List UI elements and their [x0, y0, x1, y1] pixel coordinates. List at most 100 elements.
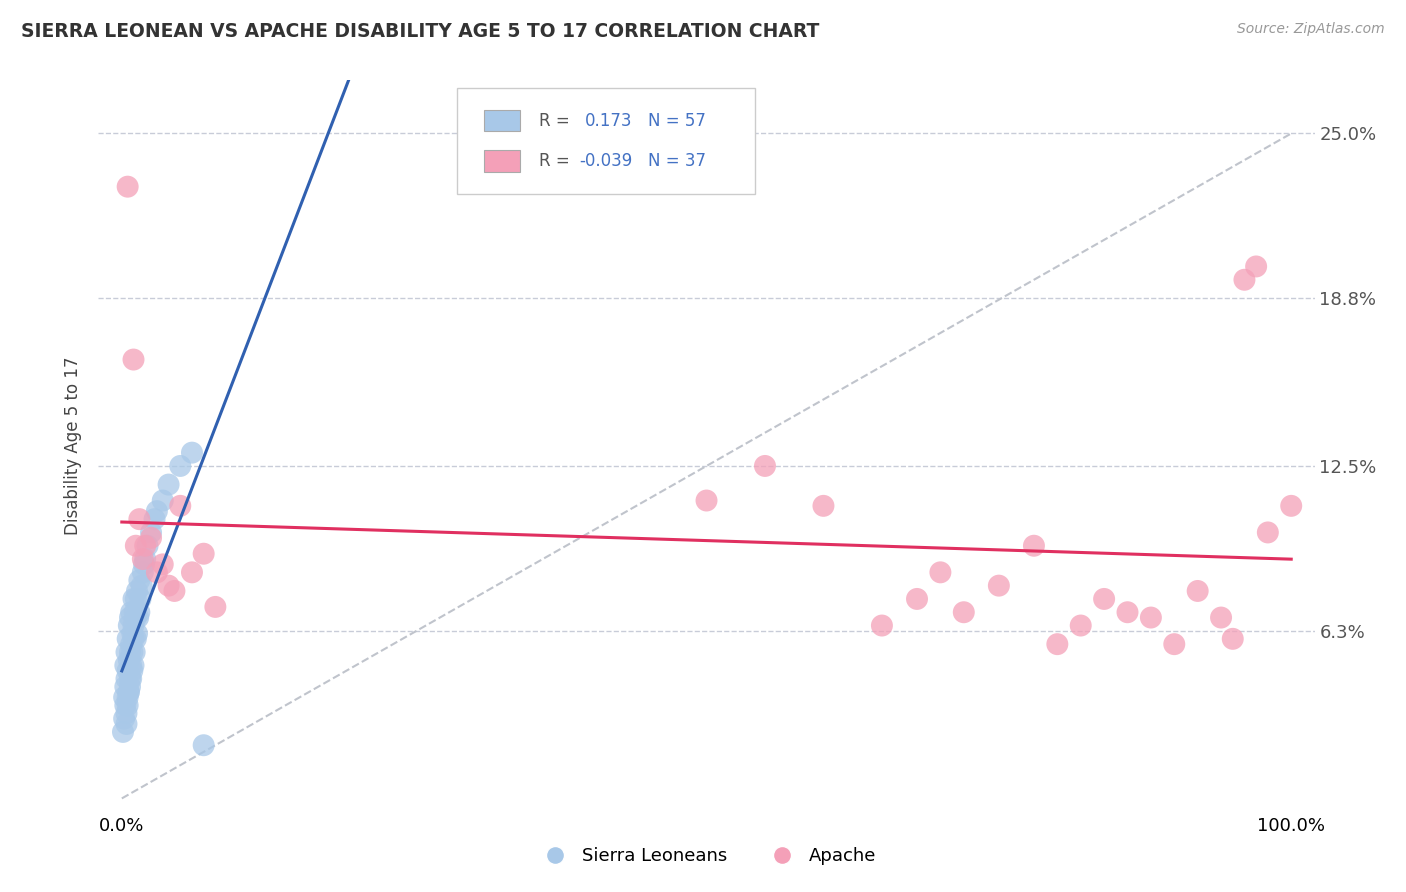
Point — [1163, 637, 1185, 651]
Point — [1022, 539, 1045, 553]
Point — [122, 591, 145, 606]
Text: Source: ZipAtlas.com: Source: ZipAtlas.com — [1237, 22, 1385, 37]
Point — [128, 574, 150, 588]
Point — [124, 605, 146, 619]
Point — [118, 618, 141, 632]
Point — [125, 626, 148, 640]
Y-axis label: Disability Age 5 to 17: Disability Age 5 to 17 — [65, 357, 83, 535]
Point — [169, 499, 191, 513]
Point — [139, 531, 162, 545]
Point — [128, 512, 150, 526]
Point — [128, 605, 150, 619]
Point — [125, 632, 148, 646]
Point — [122, 618, 145, 632]
Text: R =: R = — [538, 112, 575, 129]
Point — [120, 672, 142, 686]
Point — [143, 512, 166, 526]
Point — [117, 179, 139, 194]
Point — [112, 712, 135, 726]
Point — [121, 664, 143, 678]
Point — [118, 653, 141, 667]
Point — [125, 591, 148, 606]
Point — [118, 680, 141, 694]
Point — [112, 690, 135, 705]
Point — [117, 690, 139, 705]
Point — [696, 493, 718, 508]
Point — [146, 566, 169, 580]
Point — [117, 664, 139, 678]
Point — [181, 445, 204, 459]
Point — [118, 610, 141, 624]
Point — [152, 558, 174, 572]
Point — [1092, 591, 1115, 606]
Bar — [484, 150, 520, 171]
Point — [157, 579, 180, 593]
Point — [813, 499, 835, 513]
Text: R =: R = — [538, 152, 575, 169]
Point — [124, 645, 146, 659]
Point — [129, 591, 152, 606]
Point — [870, 618, 893, 632]
Point — [181, 566, 204, 580]
Point — [134, 552, 156, 566]
Point — [1222, 632, 1244, 646]
Point — [157, 477, 180, 491]
Point — [146, 504, 169, 518]
Point — [120, 605, 142, 619]
Point — [114, 698, 136, 713]
Point — [1257, 525, 1279, 540]
Point — [1209, 610, 1232, 624]
Point — [122, 658, 145, 673]
Point — [1187, 584, 1209, 599]
Point — [118, 672, 141, 686]
Point — [118, 645, 141, 659]
Point — [1233, 273, 1256, 287]
Point — [929, 566, 952, 580]
Point — [754, 458, 776, 473]
Point — [1046, 637, 1069, 651]
Point — [1070, 618, 1092, 632]
Text: N = 37: N = 37 — [648, 152, 706, 169]
Point — [120, 637, 142, 651]
Point — [193, 738, 215, 752]
Text: -0.039: -0.039 — [579, 152, 633, 169]
Point — [122, 632, 145, 646]
Point — [114, 658, 136, 673]
Point — [163, 584, 186, 599]
Bar — [484, 110, 520, 131]
Text: SIERRA LEONEAN VS APACHE DISABILITY AGE 5 TO 17 CORRELATION CHART: SIERRA LEONEAN VS APACHE DISABILITY AGE … — [21, 22, 820, 41]
Point — [117, 698, 139, 713]
Point — [987, 579, 1010, 593]
Point — [1279, 499, 1302, 513]
Point — [118, 685, 141, 699]
Point — [125, 584, 148, 599]
Point — [169, 458, 191, 473]
Point — [132, 566, 155, 580]
Point — [121, 645, 143, 659]
Point — [127, 610, 149, 624]
Point — [952, 605, 974, 619]
Point — [120, 658, 142, 673]
FancyBboxPatch shape — [457, 87, 755, 194]
Point — [115, 645, 138, 659]
Point — [115, 706, 138, 721]
Point — [193, 547, 215, 561]
Point — [905, 591, 928, 606]
Point — [134, 539, 156, 553]
Point — [204, 599, 226, 614]
Point — [1116, 605, 1139, 619]
Point — [115, 717, 138, 731]
Point — [131, 579, 153, 593]
Point — [125, 539, 148, 553]
Point — [117, 632, 139, 646]
Point — [115, 672, 138, 686]
Point — [122, 352, 145, 367]
Point — [118, 685, 141, 699]
Text: N = 57: N = 57 — [648, 112, 706, 129]
Point — [136, 539, 159, 553]
Point — [132, 558, 155, 572]
Point — [132, 552, 155, 566]
Point — [114, 680, 136, 694]
Point — [1140, 610, 1163, 624]
Text: 0.173: 0.173 — [585, 112, 633, 129]
